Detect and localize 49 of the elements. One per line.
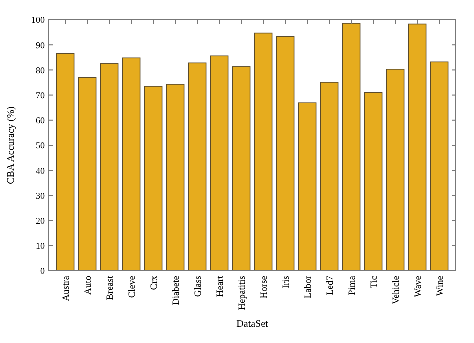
bar	[188, 62, 207, 272]
x-tick-label: Pima	[348, 275, 358, 296]
bar	[364, 92, 383, 272]
x-tick-label: Crx	[150, 276, 160, 290]
x-tick-label: Austra	[62, 275, 72, 302]
x-tick-label: Tic	[370, 276, 380, 288]
y-tick-label: 0	[40, 266, 46, 276]
x-tick-label: Diabete	[172, 276, 182, 306]
bar	[254, 32, 273, 272]
bar	[232, 66, 251, 272]
bar	[408, 24, 427, 272]
x-tick-label: Iris	[282, 276, 292, 289]
bar	[342, 23, 361, 272]
bar	[386, 69, 405, 272]
x-tick-label: Hepatitis	[238, 276, 248, 310]
y-tick-label: 50	[36, 140, 46, 151]
bar	[56, 53, 75, 272]
x-tick-label: Labor	[304, 275, 314, 299]
x-tick-label: Heart	[216, 276, 226, 298]
bar	[78, 77, 97, 272]
y-tick-label: 40	[36, 166, 46, 176]
bar	[100, 64, 119, 272]
y-tick-label: 20	[36, 216, 46, 226]
y-tick-label: 80	[36, 65, 46, 76]
y-tick-label: 70	[36, 90, 46, 100]
y-tick-label: 60	[36, 116, 46, 126]
bar	[298, 102, 317, 272]
bar	[144, 86, 163, 272]
bar	[122, 58, 141, 272]
y-tick-label: 30	[36, 190, 46, 201]
bar	[276, 36, 295, 272]
x-tick-label: Glass	[194, 276, 204, 298]
y-tick-label: 100	[32, 15, 46, 26]
bar	[166, 84, 185, 272]
x-tick-label: Auto	[84, 276, 94, 295]
y-tick-label: 90	[36, 40, 46, 50]
bar	[320, 82, 339, 272]
bar	[430, 62, 449, 272]
bar	[210, 56, 229, 272]
x-tick-label: Horse	[260, 276, 270, 299]
y-axis-title: CBA Accuracy (%)	[6, 106, 17, 184]
x-axis-title: DataSet	[236, 319, 269, 330]
x-tick-label: Breast	[106, 276, 116, 300]
x-tick-label: Wine	[436, 276, 446, 296]
y-tick-label: 10	[36, 241, 46, 252]
x-tick-label: Cleve	[128, 276, 138, 298]
x-tick-label: Vehicle	[392, 276, 402, 304]
x-tick-label: Led7	[326, 276, 336, 296]
x-tick-label: Wave	[414, 276, 424, 298]
